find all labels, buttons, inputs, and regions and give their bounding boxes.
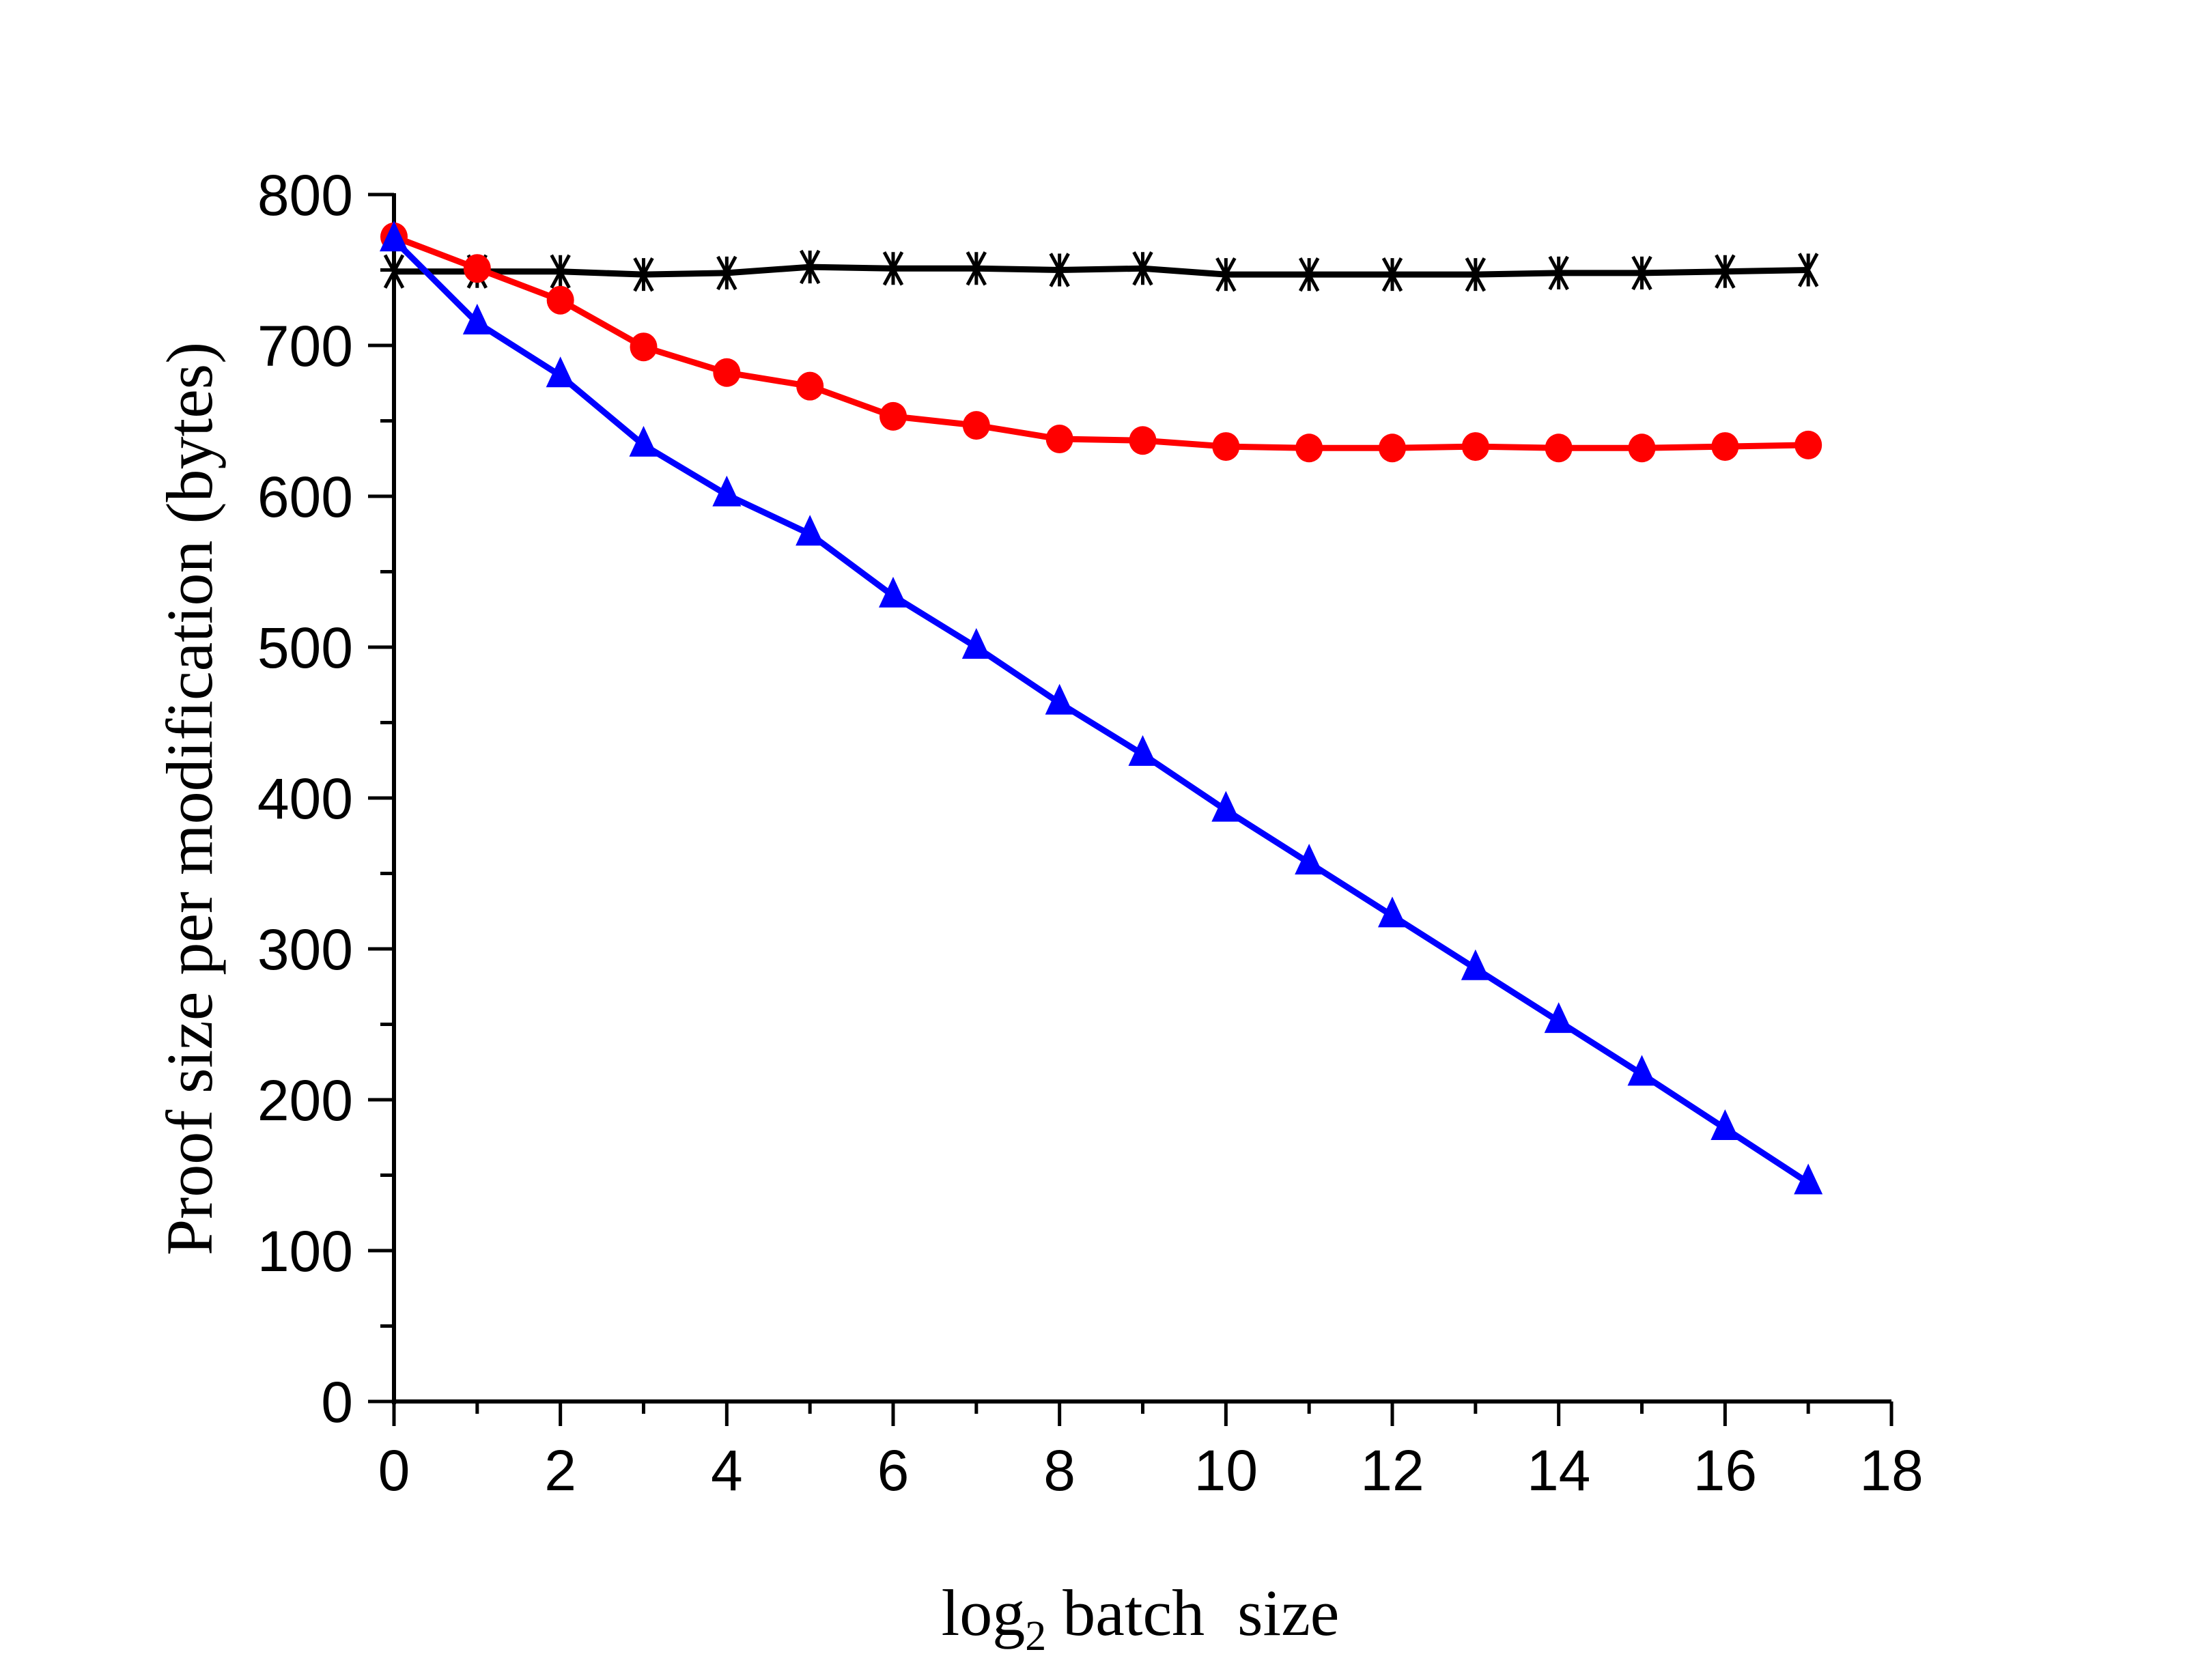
y-tick-labels: 0 100 200 300 400 500 600 700 800 <box>257 163 353 1434</box>
triangle-marker-icon <box>462 303 492 334</box>
asterisk-marker-icon <box>1298 257 1320 292</box>
asterisk-marker-icon <box>966 251 987 286</box>
asterisk-marker-icon <box>799 249 821 285</box>
circle-marker-icon <box>630 332 658 362</box>
axes <box>368 193 1894 1426</box>
x-axis-title-sub: 2 <box>1025 1613 1046 1660</box>
circle-marker-icon <box>463 254 491 283</box>
triangle-marker-icon <box>1794 1163 1823 1195</box>
triangle-marker-icon <box>961 628 991 659</box>
y-tick-label: 100 <box>257 1219 353 1283</box>
x-tick-labels: 0 2 4 6 8 10 12 14 16 18 <box>378 1438 1924 1503</box>
asterisk-marker-icon <box>1715 254 1736 289</box>
triangle-marker-icon <box>1211 791 1241 822</box>
asterisk-marker-icon <box>1049 253 1070 287</box>
circle-marker-icon <box>1461 432 1489 461</box>
triangle-marker-icon <box>1128 735 1157 766</box>
x-tick-label: 6 <box>877 1438 910 1503</box>
y-tick-label: 600 <box>257 465 353 529</box>
circle-marker-icon <box>1295 433 1323 463</box>
y-tick-label: 500 <box>257 616 353 680</box>
x-tick-label: 10 <box>1194 1438 1258 1503</box>
x-tick-label: 2 <box>544 1438 576 1503</box>
series-layer <box>380 220 1823 1195</box>
triangle-marker-icon <box>1045 683 1074 715</box>
triangle-marker-icon <box>1295 844 1324 875</box>
x-tick-label: 8 <box>1043 1438 1075 1503</box>
circle-marker-icon <box>1212 432 1240 461</box>
x-tick-label: 4 <box>711 1438 743 1503</box>
circle-marker-icon <box>1794 430 1822 459</box>
asterisk-marker-icon <box>1381 257 1403 292</box>
circle-marker-icon <box>1129 426 1157 455</box>
triangle-marker-icon <box>712 475 742 507</box>
y-tick-label: 300 <box>257 917 353 982</box>
y-tick-label: 800 <box>257 163 353 227</box>
asterisk-marker-icon <box>1548 255 1569 291</box>
x-tick-label: 14 <box>1527 1438 1590 1503</box>
series-blue-triangle <box>380 220 1823 1195</box>
asterisk-marker-icon <box>633 257 654 292</box>
asterisk-marker-icon <box>1797 253 1819 287</box>
triangle-marker-icon <box>546 356 575 388</box>
y-tick-label: 0 <box>321 1370 353 1434</box>
y-tick-label: 700 <box>257 314 353 378</box>
circle-marker-icon <box>1545 433 1573 463</box>
x-axis-title-log: log <box>942 1576 1026 1649</box>
asterisk-marker-icon <box>383 254 405 289</box>
asterisk-marker-icon <box>1215 257 1237 292</box>
circle-marker-icon <box>879 401 907 431</box>
asterisk-marker-icon <box>882 251 904 286</box>
asterisk-marker-icon <box>1631 255 1652 291</box>
asterisk-marker-icon <box>550 254 571 289</box>
x-axis-title-rest: batch size <box>1046 1576 1339 1649</box>
circle-marker-icon <box>546 285 574 315</box>
triangle-marker-icon <box>1461 949 1490 980</box>
asterisk-marker-icon <box>716 255 737 291</box>
triangle-marker-icon <box>380 220 408 252</box>
x-tick-label: 12 <box>1360 1438 1424 1503</box>
x-tick-label: 0 <box>378 1438 410 1503</box>
triangle-marker-icon <box>1544 1002 1573 1034</box>
y-axis-title: Proof size per modification (bytes) <box>153 342 226 1255</box>
circle-marker-icon <box>1379 433 1406 463</box>
x-axis-title: log2 batch size <box>942 1576 1340 1660</box>
series-line <box>393 233 1809 451</box>
triangle-marker-icon <box>1378 896 1407 928</box>
series-red-circle <box>380 222 1822 463</box>
y-tick-label: 200 <box>257 1068 353 1133</box>
circle-marker-icon <box>796 371 824 401</box>
circle-marker-icon <box>1711 432 1739 461</box>
triangle-marker-icon <box>1627 1055 1657 1086</box>
y-tick-label: 400 <box>257 767 353 831</box>
series-line <box>394 264 1809 278</box>
triangle-marker-icon <box>1711 1109 1740 1140</box>
x-tick-label: 16 <box>1693 1438 1757 1503</box>
triangle-marker-icon <box>629 425 658 457</box>
circle-marker-icon <box>1628 433 1656 463</box>
asterisk-marker-icon <box>1132 251 1153 286</box>
circle-marker-icon <box>962 411 990 440</box>
circle-marker-icon <box>713 358 741 387</box>
x-tick-label: 18 <box>1859 1438 1923 1503</box>
triangle-marker-icon <box>796 515 825 546</box>
circle-marker-icon <box>1045 425 1073 454</box>
triangle-marker-icon <box>879 576 907 608</box>
series-line <box>391 238 1810 1186</box>
asterisk-marker-icon <box>1465 257 1487 292</box>
series-black-asterisk <box>383 249 1819 292</box>
